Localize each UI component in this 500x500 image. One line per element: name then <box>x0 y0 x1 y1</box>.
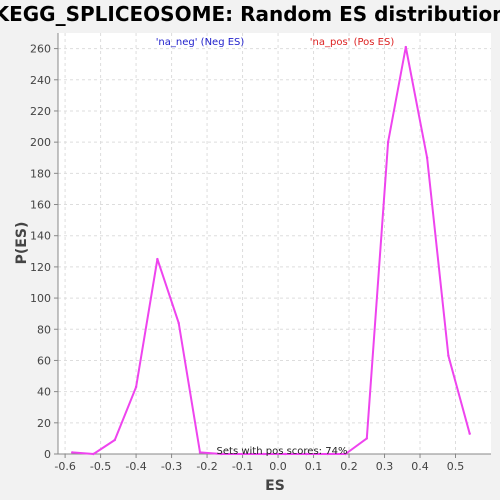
data-point <box>220 452 223 456</box>
plot-area <box>58 33 491 454</box>
x-tick-label: 0.0 <box>269 460 287 473</box>
legend-entry-neg: 'na_neg' (Neg ES) <box>156 37 245 48</box>
x-tick-label: 0.4 <box>411 460 429 473</box>
series-layer <box>70 45 471 456</box>
grid-lines <box>58 33 491 455</box>
y-tick-label: 80 <box>37 323 51 336</box>
data-point <box>425 156 429 159</box>
data-point <box>468 432 471 435</box>
data-point <box>344 452 347 456</box>
legend-entry-pos: 'na_pos' (Pos ES) <box>310 37 395 48</box>
data-point <box>177 321 180 325</box>
series-line <box>72 46 471 455</box>
y-tick-label: 240 <box>30 74 51 87</box>
x-axis: -0.6 -0.5 -0.4 -0.3 -0.2 -0.1 0.0 0.1 0.2 0.3 0.4 0… <box>54 453 491 473</box>
y-tick-label: 200 <box>30 136 51 149</box>
x-tick-label: -0.1 <box>232 460 253 473</box>
x-axis-label: ES <box>265 478 285 494</box>
data-point <box>283 452 287 456</box>
data-point <box>70 451 74 454</box>
y-axis: 0 20 40 60 80 100 120 140 160 180 200 220 240 260 <box>30 33 59 461</box>
pos-scores-annotation: Sets with pos scores: 74% <box>217 446 348 457</box>
y-tick-label: 40 <box>37 386 51 399</box>
data-point <box>134 385 138 389</box>
y-tick-label: 140 <box>30 230 51 243</box>
y-tick-label: 220 <box>30 105 51 118</box>
y-tick-label: 60 <box>37 354 51 367</box>
data-point <box>198 451 202 454</box>
x-tick-label: -0.2 <box>196 460 217 473</box>
data-point <box>262 452 266 456</box>
y-tick-label: 260 <box>30 43 51 56</box>
x-tick-label: 0.2 <box>340 460 358 473</box>
data-point <box>92 452 95 456</box>
x-tick-label: -0.6 <box>54 460 75 473</box>
y-tick-label: 160 <box>30 199 51 212</box>
chart-title: KEGG_SPLICEOSOME: Random ES distribution <box>0 2 500 26</box>
data-point <box>404 45 408 49</box>
x-tick-label: -0.5 <box>90 460 111 473</box>
y-tick-label: 0 <box>44 448 51 461</box>
data-point <box>305 452 308 456</box>
x-tick-label: 0.5 <box>447 460 465 473</box>
x-tick-label: 0.3 <box>376 460 394 473</box>
legend: 'na_neg' (Neg ES) 'na_pos' (Pos ES) <box>156 37 395 48</box>
data-point <box>241 452 244 456</box>
y-tick-label: 180 <box>30 167 51 180</box>
data-point <box>156 257 159 261</box>
x-tick-label: -0.4 <box>125 460 146 473</box>
y-tick-label: 20 <box>37 417 51 430</box>
data-point <box>326 452 329 456</box>
y-axis-label: P(ES) <box>14 222 30 265</box>
y-tick-label: 120 <box>30 261 51 274</box>
x-tick-label: 0.1 <box>305 460 323 473</box>
data-point <box>386 140 390 144</box>
data-point <box>447 354 450 357</box>
data-point <box>365 437 368 440</box>
x-tick-label: -0.3 <box>161 460 182 473</box>
y-tick-label: 100 <box>30 292 51 305</box>
data-point <box>113 438 116 442</box>
